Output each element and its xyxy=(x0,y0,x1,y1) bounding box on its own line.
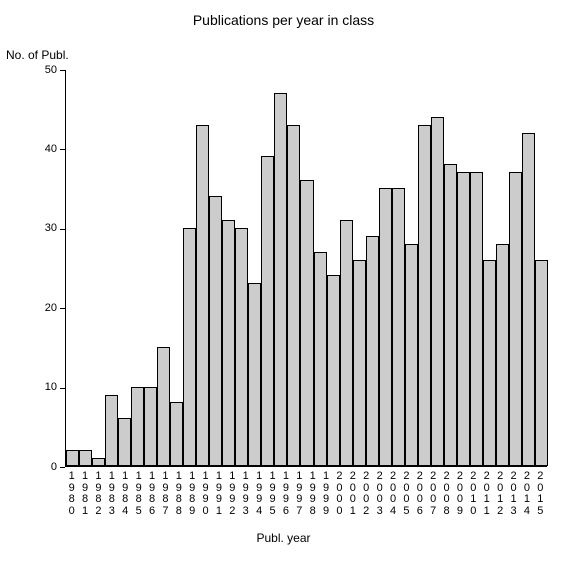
bar xyxy=(483,260,496,466)
x-tick-label: 1 9 8 0 xyxy=(65,471,78,517)
x-tick-label: 2 0 0 0 xyxy=(333,471,346,517)
x-tick-label: 1 9 9 5 xyxy=(266,471,279,517)
bar xyxy=(274,93,287,466)
bar xyxy=(261,156,274,466)
x-tick-label: 1 9 8 6 xyxy=(145,471,158,517)
bar xyxy=(509,172,522,466)
x-tick-label: 1 9 9 9 xyxy=(319,471,332,517)
y-tick xyxy=(60,70,65,71)
x-tick-label: 2 0 1 4 xyxy=(520,471,533,517)
y-tick-label: 30 xyxy=(27,222,57,234)
y-tick-label: 0 xyxy=(27,461,57,473)
x-axis-label: Publ. year xyxy=(0,531,567,545)
bar xyxy=(392,188,405,466)
bar xyxy=(496,244,509,466)
x-tick-label: 1 9 8 3 xyxy=(105,471,118,517)
x-tick-label: 1 9 8 4 xyxy=(119,471,132,517)
bar xyxy=(196,125,209,466)
bar xyxy=(457,172,470,466)
bar xyxy=(535,260,548,466)
x-tick-label: 2 0 0 4 xyxy=(386,471,399,517)
y-tick xyxy=(60,308,65,309)
bar xyxy=(379,188,392,466)
x-tick-label: 1 9 9 3 xyxy=(239,471,252,517)
bar xyxy=(170,402,183,466)
x-tick-label: 2 0 0 7 xyxy=(427,471,440,517)
bar xyxy=(444,164,457,466)
x-tick-label: 1 9 8 7 xyxy=(159,471,172,517)
y-tick-label: 50 xyxy=(27,64,57,76)
bar xyxy=(314,252,327,466)
bar xyxy=(157,347,170,466)
y-tick-label: 10 xyxy=(27,381,57,393)
bar xyxy=(144,387,157,466)
bar xyxy=(353,260,366,466)
bar xyxy=(300,180,313,466)
bar xyxy=(209,196,222,466)
x-tick-label: 1 9 9 2 xyxy=(226,471,239,517)
x-tick-label: 1 9 9 6 xyxy=(279,471,292,517)
plot-area xyxy=(65,70,547,467)
x-tick-label: 2 0 0 8 xyxy=(440,471,453,517)
y-tick-label: 20 xyxy=(27,302,57,314)
x-tick-label: 2 0 0 5 xyxy=(400,471,413,517)
y-tick xyxy=(60,229,65,230)
x-tick-label: 2 0 0 2 xyxy=(360,471,373,517)
bar xyxy=(418,125,431,466)
x-tick-label: 1 9 9 1 xyxy=(212,471,225,517)
x-tick-label: 1 9 8 2 xyxy=(92,471,105,517)
bar xyxy=(118,418,131,466)
bar xyxy=(366,236,379,466)
x-tick-label: 1 9 8 8 xyxy=(172,471,185,517)
x-tick-label: 2 0 1 0 xyxy=(467,471,480,517)
bars-container xyxy=(66,70,547,466)
x-tick-label: 2 0 1 5 xyxy=(534,471,547,517)
bar xyxy=(405,244,418,466)
bar xyxy=(248,283,261,466)
x-tick-label: 2 0 1 3 xyxy=(507,471,520,517)
y-tick-label: 40 xyxy=(27,143,57,155)
x-tick-label: 1 9 8 1 xyxy=(78,471,91,517)
bar xyxy=(235,228,248,466)
y-tick xyxy=(60,149,65,150)
bar xyxy=(131,387,144,466)
x-tick-label: 1 9 9 0 xyxy=(199,471,212,517)
x-tick-label: 1 9 8 9 xyxy=(186,471,199,517)
x-tick-label: 2 0 1 2 xyxy=(493,471,506,517)
bar xyxy=(222,220,235,466)
bar xyxy=(522,133,535,466)
bar xyxy=(340,220,353,466)
bar xyxy=(327,275,340,466)
y-tick xyxy=(60,388,65,389)
x-tick-label: 2 0 0 6 xyxy=(413,471,426,517)
x-tick-label: 2 0 0 9 xyxy=(453,471,466,517)
bar xyxy=(79,450,92,466)
bar xyxy=(105,395,118,466)
bar xyxy=(431,117,444,466)
bar xyxy=(183,228,196,466)
bar xyxy=(92,458,105,466)
x-tick-label: 1 9 9 4 xyxy=(252,471,265,517)
y-axis-label: No. of Publ. xyxy=(6,48,69,62)
x-tick-label: 2 0 0 3 xyxy=(373,471,386,517)
bar xyxy=(66,450,79,466)
bar xyxy=(287,125,300,466)
x-tick-label: 1 9 9 7 xyxy=(293,471,306,517)
x-tick-label: 1 9 9 8 xyxy=(306,471,319,517)
x-tick-label: 1 9 8 5 xyxy=(132,471,145,517)
x-tick-label: 2 0 0 1 xyxy=(346,471,359,517)
bar xyxy=(470,172,483,466)
chart-title: Publications per year in class xyxy=(0,12,567,28)
x-tick-label: 2 0 1 1 xyxy=(480,471,493,517)
y-tick xyxy=(60,467,65,468)
